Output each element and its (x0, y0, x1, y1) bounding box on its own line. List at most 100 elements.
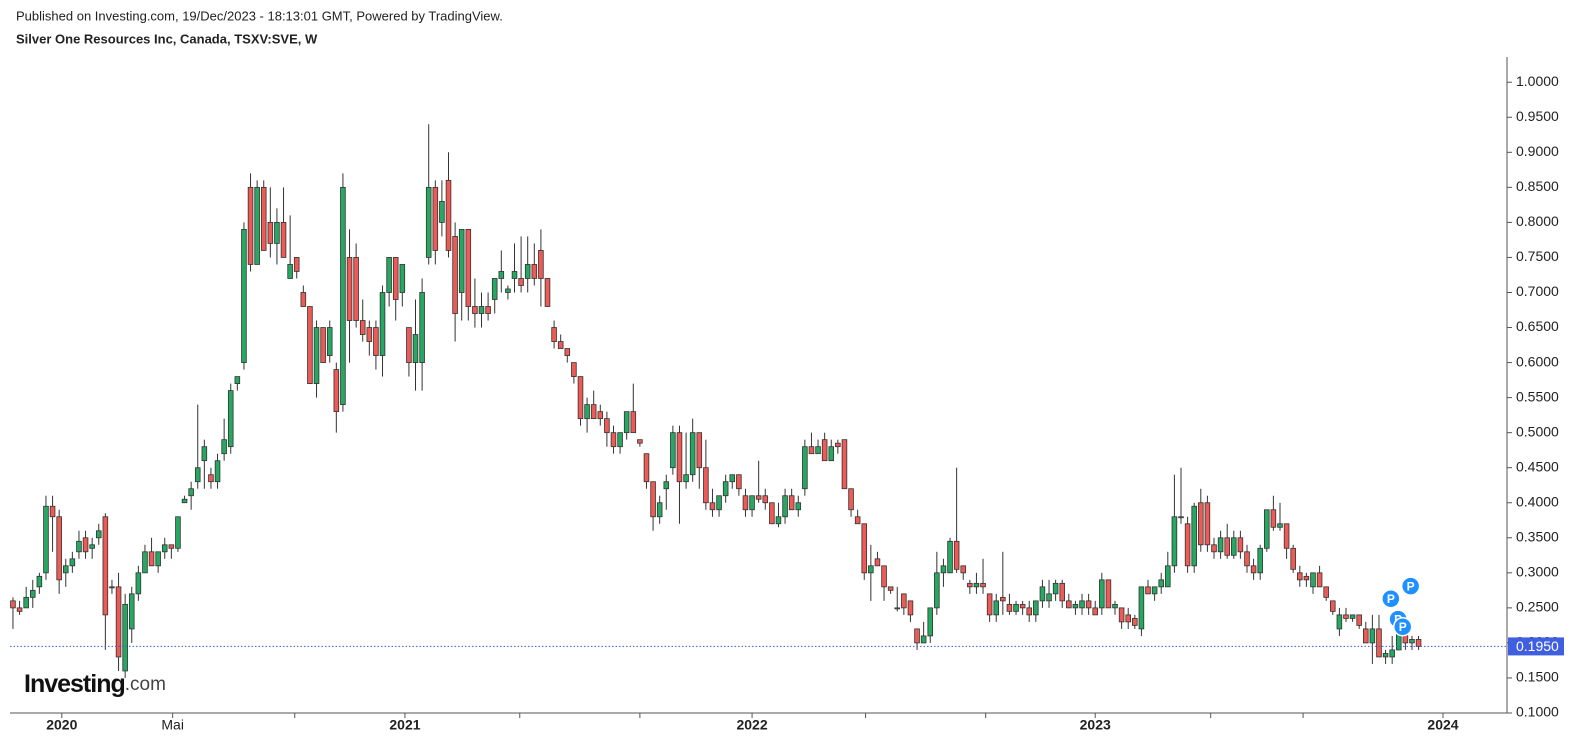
candle-body (1303, 575, 1310, 581)
candle-body (1244, 551, 1250, 567)
candle-body (769, 502, 775, 525)
candle-body (1336, 614, 1343, 630)
candle-body (689, 432, 696, 476)
candle-body (425, 186, 432, 258)
candle-body (1019, 603, 1026, 609)
y-tick-label: 0.3500 (1516, 528, 1559, 544)
candle-body (1369, 628, 1376, 644)
candle-body (95, 530, 102, 539)
candle-body (102, 516, 109, 616)
candle-body (76, 540, 82, 553)
y-tick-label: 0.3000 (1516, 564, 1559, 580)
logo-main: Investing (24, 670, 125, 698)
candle-body (940, 565, 947, 574)
candle-body (346, 257, 353, 321)
candle-body (821, 439, 828, 462)
candle-body (274, 222, 280, 244)
candle-body (1297, 572, 1303, 581)
candle-body (1105, 579, 1112, 609)
candle-body (868, 565, 874, 574)
candle-body (1184, 523, 1191, 567)
candle-body (148, 551, 155, 567)
candle-body (524, 264, 531, 279)
candle-body (1343, 614, 1349, 619)
candle-body (1151, 586, 1158, 595)
candle-body (247, 186, 254, 265)
candle-body (1039, 586, 1046, 602)
candle-body (597, 411, 604, 420)
logo: Investing.com (24, 670, 166, 698)
candle-body (1191, 505, 1197, 567)
candle-body (1013, 603, 1019, 612)
candle-body (1145, 586, 1151, 595)
candle-body (1118, 607, 1125, 623)
published-note: Published on Investing.com, 19/Dec/2023 … (16, 8, 503, 23)
candle-body (227, 390, 234, 448)
logo-suffix: .com (125, 674, 166, 695)
candle-body (445, 179, 452, 251)
y-tick-label: 0.2500 (1516, 599, 1559, 615)
candle-body (1283, 523, 1290, 549)
candle-body (1059, 582, 1065, 602)
x-tick-label: 2021 (389, 717, 420, 733)
candle-body (505, 288, 511, 293)
candle-body (1231, 537, 1237, 556)
candle-body (973, 582, 980, 588)
plot-area (10, 124, 1422, 678)
candle-body (861, 523, 868, 574)
candle-body (122, 603, 128, 672)
candle-body (1085, 600, 1092, 609)
candle-body (1330, 600, 1336, 612)
candle-body (1323, 586, 1329, 598)
candle-body (683, 474, 689, 483)
candle-body (703, 467, 709, 504)
candle-body (128, 593, 135, 630)
candle-body (188, 488, 194, 497)
candle-body (1092, 607, 1098, 616)
candle-body (1033, 600, 1039, 616)
candle-body (465, 229, 472, 307)
candle-body (307, 306, 313, 384)
candle-body (1290, 547, 1296, 570)
candle-body (69, 558, 76, 567)
candle-body (498, 271, 505, 279)
y-tick-label: 0.4000 (1516, 493, 1559, 509)
candle-body (736, 474, 742, 490)
candle-body (320, 327, 326, 363)
candle-body (366, 327, 373, 342)
candle-body (788, 495, 795, 511)
y-tick-label: 0.1000 (1516, 704, 1559, 720)
candle-body (590, 404, 597, 420)
candle-body (637, 439, 643, 444)
x-tick-label: Mai (161, 717, 184, 733)
candle-body (1158, 579, 1164, 588)
candle-body (161, 544, 168, 553)
candle-body (914, 628, 920, 644)
candle-body (49, 505, 56, 518)
candle-body (326, 327, 333, 356)
candle-body (16, 607, 23, 612)
candle-body (43, 505, 49, 574)
candle-body (544, 278, 551, 307)
candle-body (841, 439, 848, 490)
candle-body (386, 257, 392, 293)
candle-body (584, 404, 590, 420)
candle-body (1376, 628, 1382, 658)
candle-body (406, 327, 412, 363)
candle-body (452, 236, 458, 314)
candle-body (742, 495, 749, 511)
candle-body (1264, 509, 1270, 549)
candle-body (1389, 649, 1395, 658)
candle-body (280, 222, 287, 258)
candle-body (1237, 537, 1244, 553)
candle-body (472, 306, 478, 314)
candle-body (373, 327, 379, 356)
candle-body (293, 257, 300, 272)
candle-body (89, 544, 95, 549)
candle-body (967, 582, 973, 588)
x-tick-label: 2022 (736, 717, 767, 733)
candle-body (670, 432, 676, 469)
candle-body (729, 474, 736, 483)
candle-body (29, 589, 36, 598)
